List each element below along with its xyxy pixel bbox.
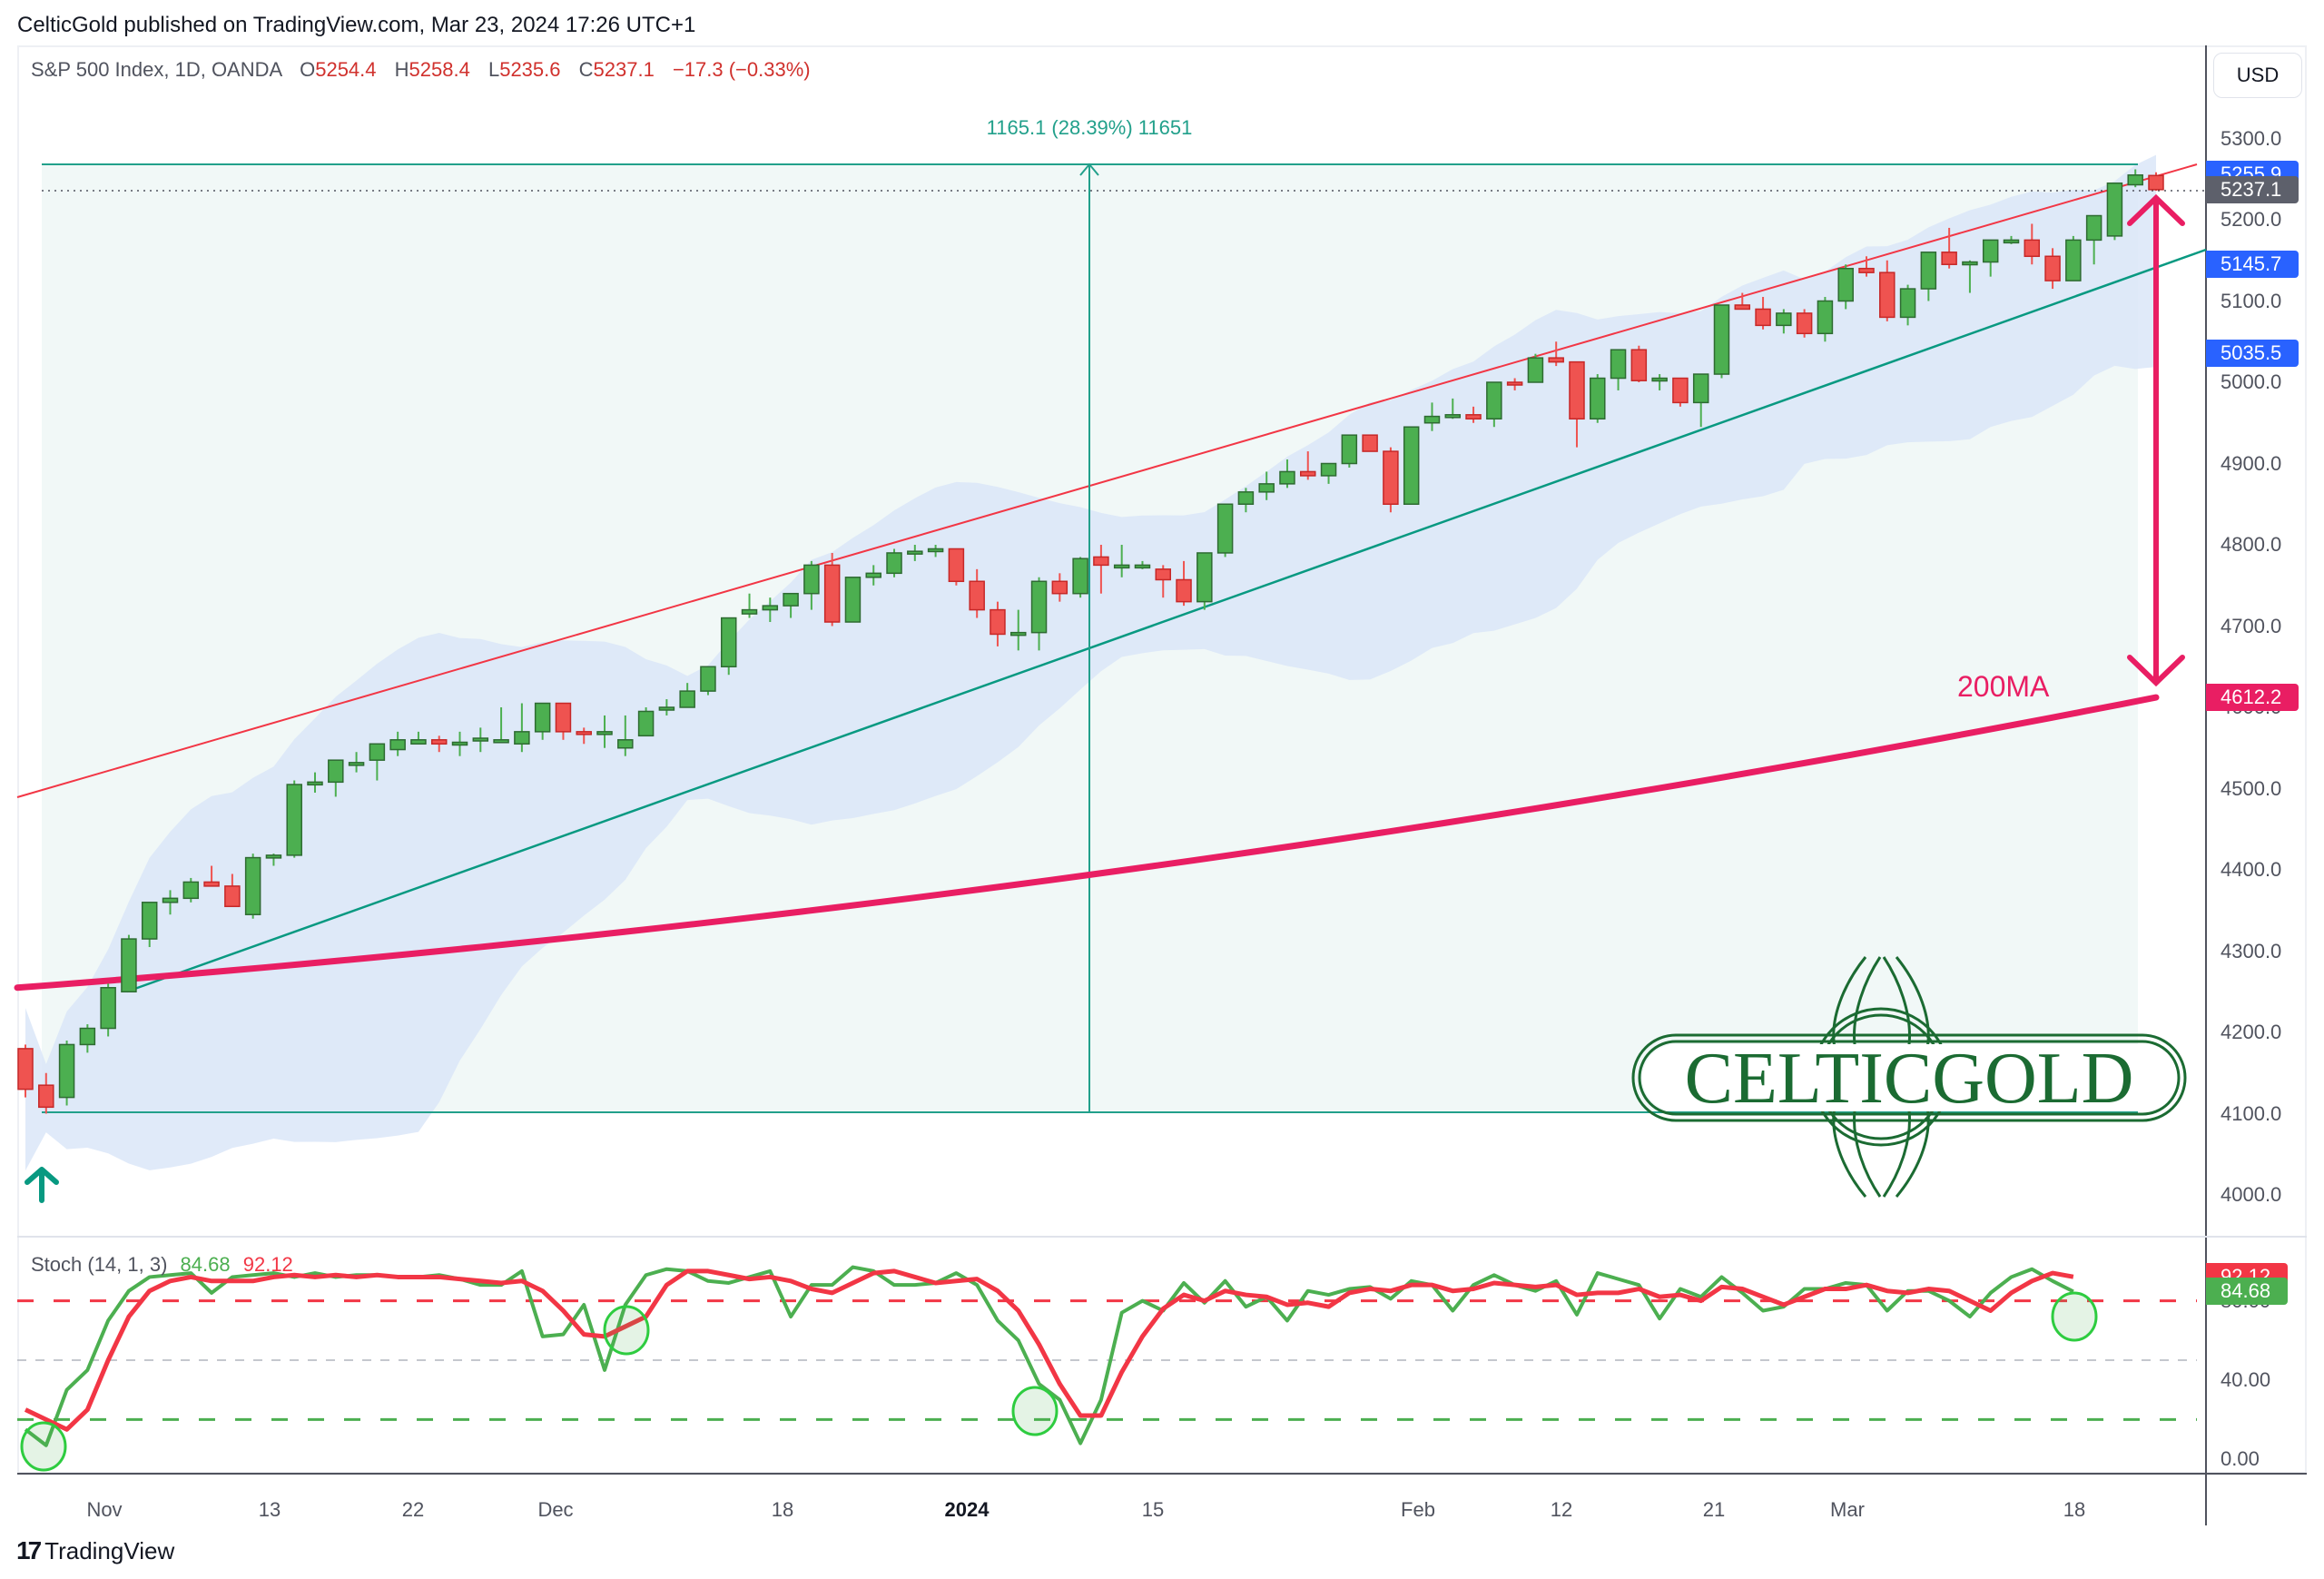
tradingview-logo[interactable]: 17 TradingView	[16, 1536, 175, 1564]
time-tick: 15	[1141, 1498, 1165, 1521]
stoch-title[interactable]: Stoch (14, 1, 3)	[31, 1253, 168, 1276]
time-tick: 12	[1550, 1498, 1573, 1521]
stoch-tick: 40.00	[2221, 1367, 2271, 1391]
price-tick: 5000.0	[2221, 370, 2282, 393]
price-tag: 4612.2	[2206, 684, 2299, 712]
change-value: −17.3 (−0.33%)	[672, 58, 811, 81]
time-tick: 18	[2063, 1498, 2086, 1521]
time-tick: 18	[771, 1498, 794, 1521]
celticgold-logo: CELTICGOLD	[1631, 956, 2187, 1198]
price-tick: 4500.0	[2221, 776, 2282, 800]
high-value: 5258.4	[409, 58, 470, 81]
up-arrow-icon	[25, 1167, 59, 1203]
tradingview-mark-icon: 17	[16, 1536, 42, 1564]
currency-button[interactable]: USD	[2213, 53, 2302, 98]
time-tick: Mar	[1830, 1498, 1865, 1521]
open-value: 5254.4	[315, 58, 377, 81]
price-tick: 4400.0	[2221, 858, 2282, 881]
measure-label: 1165.1 (28.39%) 11651	[986, 116, 1193, 139]
stoch-tick: 0.00	[2221, 1447, 2260, 1470]
stoch-d-value: 92.12	[242, 1253, 293, 1276]
price-tick: 5100.0	[2221, 289, 2282, 312]
stoch-tag: 84.68	[2206, 1278, 2288, 1306]
close-value: 5237.1	[593, 58, 655, 81]
low-value: 5235.6	[499, 58, 561, 81]
price-tick: 4300.0	[2221, 939, 2282, 962]
price-tick: 4800.0	[2221, 533, 2282, 556]
ma200-label: 200MA	[1957, 670, 2050, 703]
time-tick: 13	[258, 1498, 281, 1521]
publisher-line: CelticGold published on TradingView.com,…	[17, 13, 696, 37]
price-tick: 4900.0	[2221, 451, 2282, 475]
price-tick: 4100.0	[2221, 1101, 2282, 1125]
time-tick: Dec	[537, 1498, 574, 1521]
svg-text:CELTICGOLD: CELTICGOLD	[1685, 1039, 2134, 1119]
time-tick: Feb	[1401, 1498, 1435, 1521]
price-tick: 4000.0	[2221, 1183, 2282, 1206]
price-tick: 4700.0	[2221, 614, 2282, 637]
symbol-title[interactable]: S&P 500 Index, 1D, OANDA	[31, 58, 281, 81]
price-tick: 5300.0	[2221, 126, 2282, 150]
stoch-legend: Stoch (14, 1, 3) 84.68 92.12	[31, 1253, 293, 1277]
time-tick: 21	[1702, 1498, 1726, 1521]
price-tag: 5237.1	[2206, 175, 2299, 203]
price-tag: 5145.7	[2206, 250, 2299, 278]
symbol-legend: S&P 500 Index, 1D, OANDA O5254.4 H5258.4…	[31, 58, 811, 81]
stoch-k-value: 84.68	[180, 1253, 231, 1276]
price-tick: 5200.0	[2221, 208, 2282, 231]
price-tick: 4200.0	[2221, 1021, 2282, 1043]
time-tick: 2024	[944, 1498, 990, 1521]
time-tick: 22	[401, 1498, 425, 1521]
time-tick: Nov	[86, 1498, 123, 1521]
price-tag: 5035.5	[2206, 340, 2299, 368]
